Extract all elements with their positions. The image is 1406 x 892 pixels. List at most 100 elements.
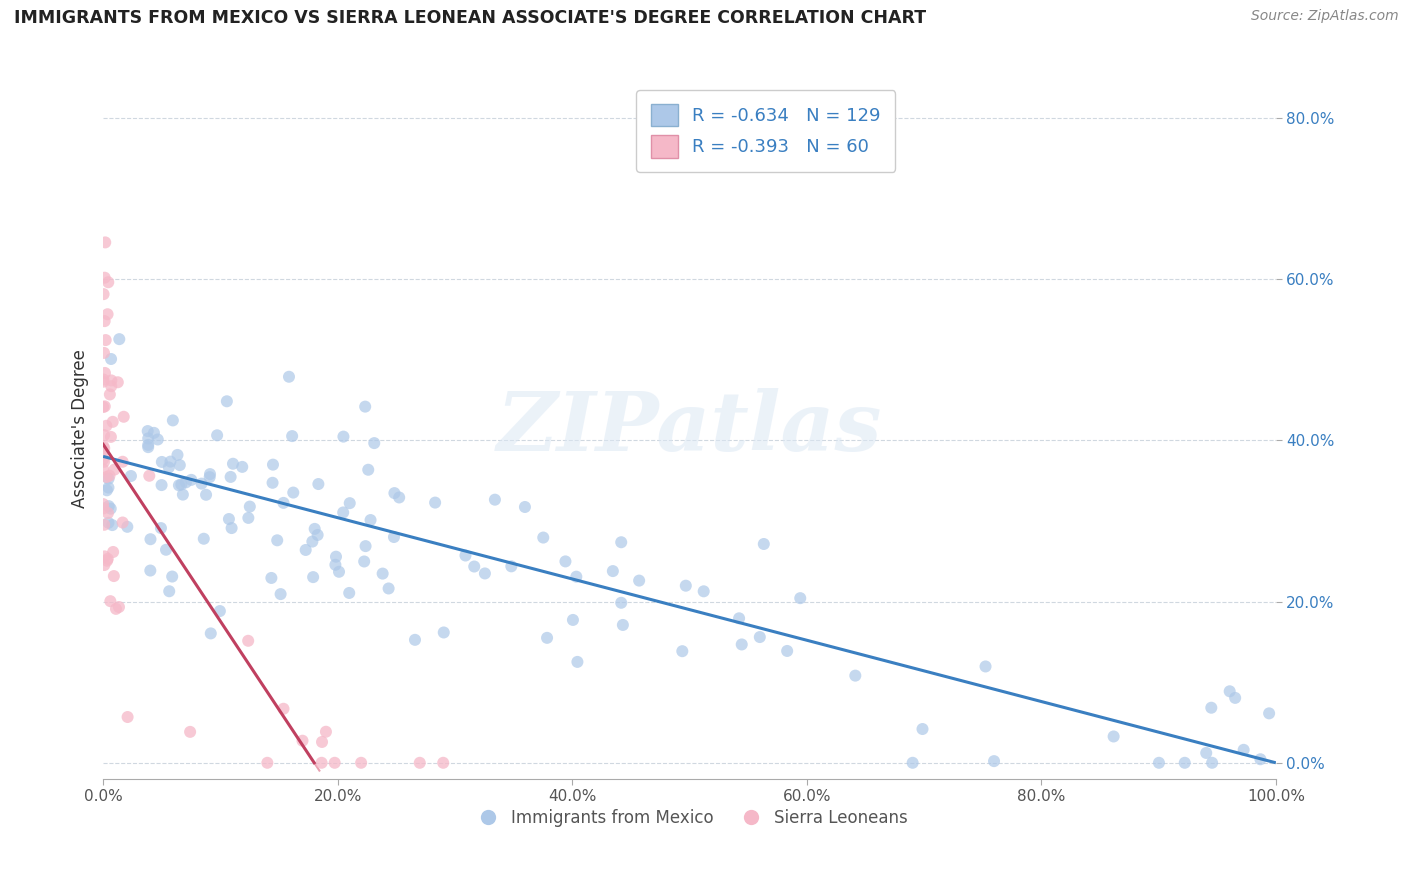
Point xyxy=(218,512,240,526)
Point xyxy=(93,558,115,572)
Point xyxy=(91,462,114,476)
Point xyxy=(195,488,218,502)
Point xyxy=(339,496,361,510)
Point xyxy=(404,632,426,647)
Point xyxy=(776,644,799,658)
Point xyxy=(93,314,115,328)
Point xyxy=(193,532,215,546)
Point xyxy=(100,379,122,393)
Point xyxy=(111,516,134,530)
Point xyxy=(93,270,115,285)
Point xyxy=(136,424,159,438)
Point xyxy=(1201,756,1223,770)
Point xyxy=(567,655,589,669)
Point xyxy=(360,513,382,527)
Point xyxy=(91,445,114,459)
Point xyxy=(96,554,118,568)
Point xyxy=(91,375,114,389)
Point xyxy=(149,521,172,535)
Point xyxy=(108,600,131,615)
Point xyxy=(350,756,373,770)
Point xyxy=(752,537,775,551)
Point xyxy=(155,542,177,557)
Point xyxy=(323,756,346,770)
Point xyxy=(166,448,188,462)
Point xyxy=(93,501,115,516)
Point xyxy=(266,533,288,548)
Point xyxy=(174,475,197,490)
Point xyxy=(1174,756,1197,770)
Point xyxy=(96,483,118,498)
Point xyxy=(103,462,125,476)
Point xyxy=(256,756,278,770)
Point xyxy=(513,500,536,514)
Point xyxy=(221,521,243,535)
Point xyxy=(728,611,751,625)
Point xyxy=(307,477,329,491)
Point xyxy=(474,566,496,581)
Point xyxy=(94,333,117,347)
Point xyxy=(731,637,754,651)
Point xyxy=(328,565,350,579)
Point xyxy=(262,458,284,472)
Point xyxy=(628,574,651,588)
Point xyxy=(157,460,180,475)
Point xyxy=(200,626,222,640)
Point xyxy=(91,439,114,453)
Point xyxy=(117,520,139,534)
Point xyxy=(238,633,260,648)
Point xyxy=(294,543,316,558)
Point xyxy=(136,440,159,454)
Point xyxy=(97,499,120,513)
Point xyxy=(101,518,124,533)
Text: ZIPatlas: ZIPatlas xyxy=(496,388,882,468)
Point xyxy=(93,428,115,442)
Point xyxy=(463,559,485,574)
Point xyxy=(748,630,770,644)
Point xyxy=(531,531,554,545)
Point xyxy=(97,472,120,486)
Point xyxy=(146,433,169,447)
Point xyxy=(108,332,131,346)
Point xyxy=(98,594,121,608)
Point xyxy=(388,491,411,505)
Point xyxy=(565,569,588,583)
Point xyxy=(409,756,432,770)
Point xyxy=(97,552,120,566)
Point xyxy=(354,400,377,414)
Point xyxy=(238,511,260,525)
Point xyxy=(97,481,120,495)
Point xyxy=(97,275,120,289)
Point xyxy=(198,467,221,481)
Point xyxy=(671,644,693,658)
Point xyxy=(91,497,114,511)
Point xyxy=(136,431,159,445)
Point xyxy=(377,582,399,596)
Point xyxy=(911,722,934,736)
Point xyxy=(1233,743,1256,757)
Point xyxy=(198,470,221,484)
Point xyxy=(91,400,114,414)
Point xyxy=(262,475,284,490)
Point xyxy=(354,539,377,553)
Point xyxy=(610,596,633,610)
Point xyxy=(97,516,120,530)
Point xyxy=(1102,730,1125,744)
Point xyxy=(273,702,295,716)
Point xyxy=(291,733,314,747)
Point xyxy=(93,549,115,564)
Point xyxy=(150,478,173,492)
Point xyxy=(93,372,115,386)
Point xyxy=(100,373,122,387)
Point xyxy=(231,459,253,474)
Point xyxy=(311,735,333,749)
Point xyxy=(983,754,1005,768)
Point xyxy=(190,476,212,491)
Point xyxy=(111,455,134,469)
Point xyxy=(94,400,117,414)
Point xyxy=(159,454,181,468)
Point xyxy=(307,528,329,542)
Point xyxy=(142,425,165,440)
Point xyxy=(536,631,558,645)
Point xyxy=(1147,756,1170,770)
